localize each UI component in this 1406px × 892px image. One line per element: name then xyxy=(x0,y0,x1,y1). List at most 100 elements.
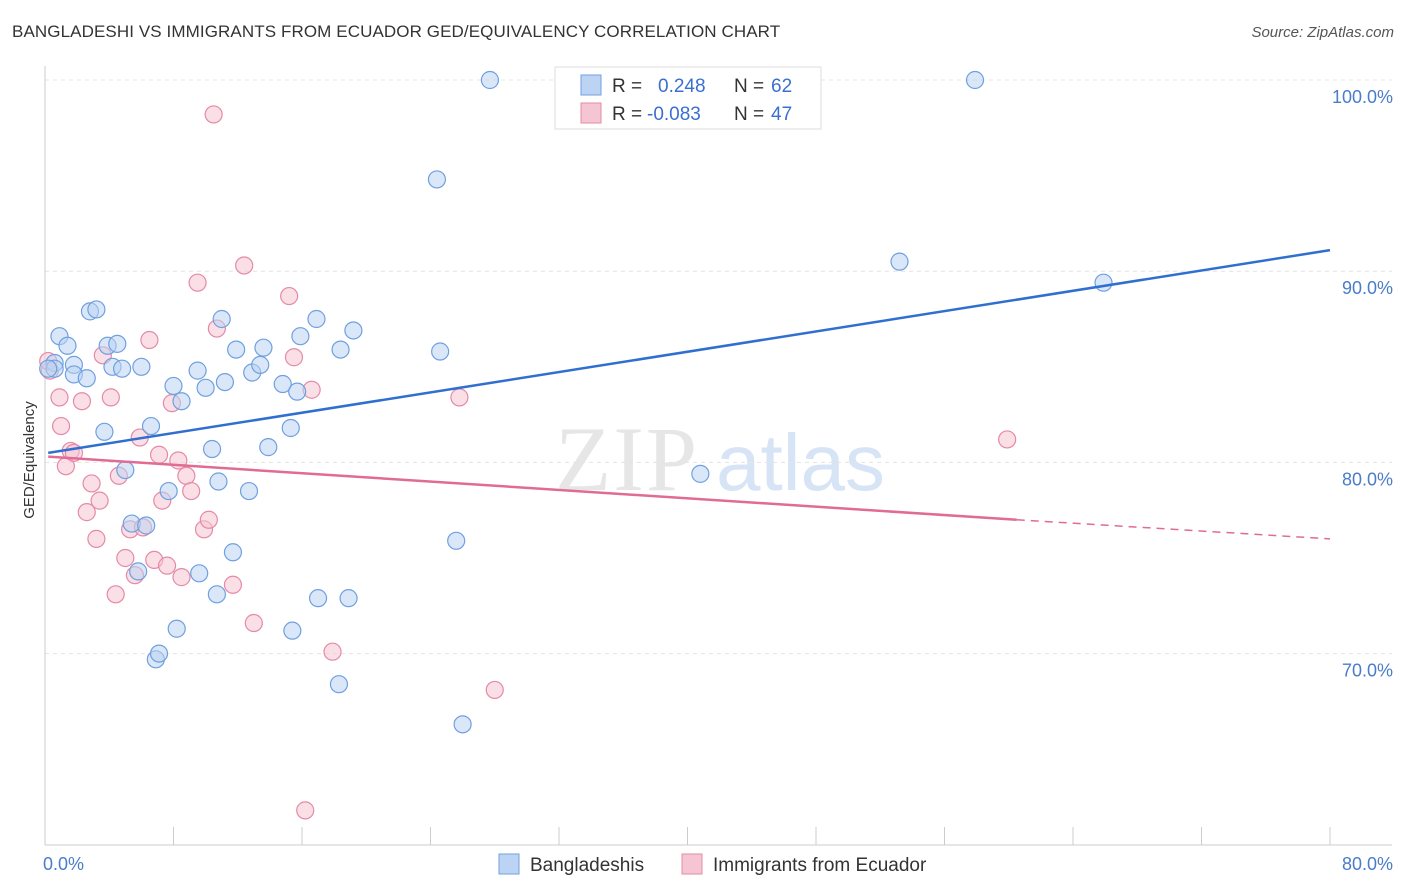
series-legend-label-pink: Immigrants from Ecuador xyxy=(713,855,927,876)
watermark-zip: ZIP xyxy=(555,408,699,510)
legend-r-value-1: 0.248 xyxy=(658,76,706,97)
bangladeshi-point-21 xyxy=(149,644,169,663)
ecuador-point-1 xyxy=(50,388,69,407)
ecuador-point-8 xyxy=(82,474,101,493)
ecuador-point-45 xyxy=(998,430,1017,449)
bangladeshi-point-61 xyxy=(39,359,58,378)
bangladeshi-point-49 xyxy=(331,340,350,359)
bangladeshi-point-6 xyxy=(77,369,96,388)
x-tick-label-0: 0.0% xyxy=(43,854,84,874)
series-legend-swatch-pink xyxy=(681,853,703,875)
series-legend: Bangladeshis Immigrants from Ecuador xyxy=(498,853,927,876)
ecuador-trend-line xyxy=(48,455,1017,522)
ecuador-point-42 xyxy=(323,642,342,661)
y-tick-label-1: 90.0% xyxy=(1342,278,1393,298)
bangladeshi-trend-line xyxy=(48,248,1331,455)
ecuador-point-27 xyxy=(172,568,191,587)
ecuador-point-35 xyxy=(223,575,243,594)
bangladeshi-point-23 xyxy=(164,376,183,396)
y-tick-label-2: 80.0% xyxy=(1342,469,1393,489)
bangladeshi-point-26 xyxy=(188,361,207,380)
bangladeshi-point-8 xyxy=(87,300,106,319)
axes xyxy=(44,66,1392,846)
bangladeshi-point-16 xyxy=(129,562,148,581)
watermark: ZIP atlas xyxy=(555,408,885,510)
bangladeshi-point-45 xyxy=(291,327,310,346)
ecuador-point-6 xyxy=(72,392,92,411)
bangladeshi-point-39 xyxy=(254,338,273,357)
y-axis-label: GED/Equivalency xyxy=(21,401,38,519)
bangladeshi-point-22 xyxy=(159,481,178,501)
ecuador-point-32 xyxy=(199,510,218,529)
bangladeshi-point-29 xyxy=(202,439,222,459)
x-tick-labels: 0.0% 80.0% xyxy=(43,854,1393,874)
bangladeshi-point-34 xyxy=(223,543,243,562)
bangladeshi-point-50 xyxy=(339,589,358,608)
bangladeshi-point-38 xyxy=(251,355,270,374)
bangladeshi-point-3 xyxy=(58,336,77,355)
ecuador-point-43 xyxy=(450,388,469,407)
x-tick-label-1: 80.0% xyxy=(1342,854,1393,874)
ecuador-point-20 xyxy=(140,330,159,350)
legend-r-label-1: R = xyxy=(612,76,642,97)
bangladeshi-point-32 xyxy=(212,309,231,329)
bangladeshi-point-17 xyxy=(132,357,151,376)
bangladeshi-points xyxy=(39,70,1113,734)
ecuador-point-15 xyxy=(116,548,135,568)
bangladeshi-point-33 xyxy=(215,372,234,392)
bangladeshi-point-40 xyxy=(259,438,278,457)
legend-n-label-2: N = xyxy=(734,104,764,125)
ecuador-point-28 xyxy=(177,466,196,485)
ecuador-point-41 xyxy=(296,801,315,820)
bangladeshi-point-55 xyxy=(453,715,472,734)
bangladeshi-point-60 xyxy=(1094,273,1113,292)
trend-lines xyxy=(48,248,1331,540)
series-legend-label-blue: Bangladeshis xyxy=(530,855,644,876)
bangladeshi-point-46 xyxy=(307,309,326,329)
bangladeshi-point-56 xyxy=(480,70,500,90)
ecuador-point-2 xyxy=(51,416,71,436)
legend-n-value-2: 47 xyxy=(771,104,792,125)
y-tick-labels: 100.0% 90.0% 80.0% 70.0% xyxy=(1332,87,1393,681)
bangladeshi-point-48 xyxy=(329,675,349,694)
legend-r-label-2: R = xyxy=(612,104,642,125)
bangladeshi-point-42 xyxy=(281,418,300,438)
bangladeshi-point-12 xyxy=(108,334,127,353)
ecuador-point-29 xyxy=(182,481,201,501)
ecuador-point-13 xyxy=(106,585,125,604)
bangladeshi-point-57 xyxy=(691,464,710,483)
ecuador-point-44 xyxy=(485,680,504,700)
ecuador-point-7 xyxy=(77,503,96,522)
legend-swatch-blue xyxy=(580,74,602,96)
ecuador-point-22 xyxy=(149,445,169,464)
bangladeshi-point-13 xyxy=(112,359,132,378)
bangladeshi-point-41 xyxy=(273,374,292,394)
bangladeshi-point-44 xyxy=(288,382,307,401)
ecuador-point-37 xyxy=(244,613,263,633)
bangladeshi-point-31 xyxy=(209,472,228,491)
bangladeshi-point-52 xyxy=(427,170,447,189)
bangladeshi-point-14 xyxy=(116,460,135,480)
bangladeshi-point-18 xyxy=(137,516,156,535)
bangladeshi-point-43 xyxy=(283,621,302,640)
bangladeshi-point-24 xyxy=(167,619,186,638)
bangladeshi-point-53 xyxy=(431,342,450,361)
bangladeshi-point-35 xyxy=(227,340,246,359)
correlation-legend: R = 0.248 N = 62 R = -0.083 N = 47 xyxy=(554,66,822,130)
ecuador-point-24 xyxy=(157,556,177,575)
bangladeshi-point-59 xyxy=(965,70,985,90)
ecuador-point-36 xyxy=(235,256,254,275)
ecuador-point-10 xyxy=(90,491,109,510)
chart-title: BANGLADESHI VS IMMIGRANTS FROM ECUADOR G… xyxy=(12,22,781,41)
legend-r-value-2: -0.083 xyxy=(647,104,701,125)
legend-n-label-1: N = xyxy=(734,76,764,97)
bangladeshi-point-19 xyxy=(141,416,161,436)
ecuador-point-30 xyxy=(188,273,207,292)
y-tick-label-3: 70.0% xyxy=(1342,661,1393,681)
ecuador-trend-extension xyxy=(1016,519,1331,540)
bangladeshi-point-47 xyxy=(308,589,328,608)
bangladeshi-point-54 xyxy=(447,531,466,550)
bangladeshi-point-9 xyxy=(95,422,114,441)
ecuador-point-39 xyxy=(284,348,304,367)
source-label: Source: ZipAtlas.com xyxy=(1251,24,1394,41)
